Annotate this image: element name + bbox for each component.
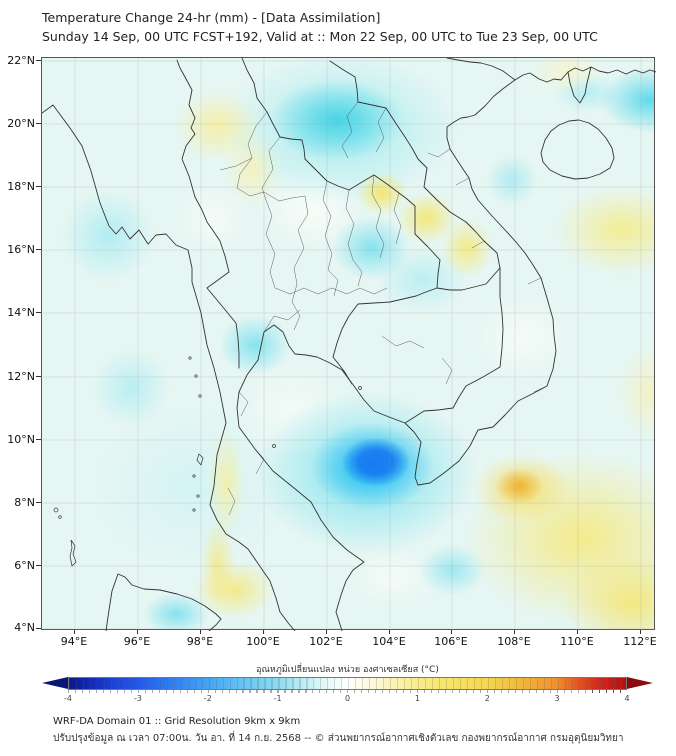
- colorbar-left-arrow: [42, 677, 68, 689]
- colorbar-minor-ticks: [68, 690, 627, 693]
- colorbar-tick-label: -4: [64, 694, 72, 703]
- colorbar-tick-label: 0: [344, 694, 351, 703]
- colorbar-tick-label: -3: [133, 694, 142, 703]
- colorbar-gradient-bar: [68, 677, 627, 690]
- gridlines-group: [42, 58, 656, 631]
- x-axis-label: 110°E: [560, 635, 594, 648]
- x-axis-label: 98°E: [186, 635, 214, 648]
- x-axis-label: 106°E: [434, 635, 468, 648]
- x-axis-label: 102°E: [309, 635, 343, 648]
- x-axis-tick: [200, 630, 201, 634]
- colorbar-tick-label: 2: [484, 694, 490, 703]
- x-axis-tick: [326, 630, 327, 634]
- y-axis-tick: [36, 312, 41, 313]
- y-axis-tick: [36, 565, 41, 566]
- islands-group: [53, 356, 362, 567]
- colorbar-tick-label: -2: [203, 694, 212, 703]
- y-axis-label: 22°N: [7, 54, 35, 67]
- x-axis-tick: [263, 630, 264, 634]
- map-plot: [41, 57, 656, 631]
- x-axis-tick: [577, 630, 578, 634]
- x-axis-tick: [74, 630, 75, 634]
- y-axis-tick: [36, 439, 41, 440]
- y-axis-label: 16°N: [7, 243, 35, 256]
- y-axis-label: 18°N: [7, 180, 35, 193]
- colorbar-tick-label: -1: [273, 694, 282, 703]
- x-axis-label: 96°E: [123, 635, 151, 648]
- x-axis-tick: [451, 630, 452, 634]
- x-axis-tick: [514, 630, 515, 634]
- footer-update-info: ปรับปรุงข้อมูล ณ เวลา 07:00น. วัน อา. ที…: [53, 733, 624, 744]
- x-axis-label: 104°E: [372, 635, 406, 648]
- colorbar-tick-label: 4: [624, 694, 630, 703]
- x-axis-tick: [137, 630, 138, 634]
- y-axis-label: 12°N: [7, 370, 35, 383]
- x-axis-label: 94°E: [60, 635, 88, 648]
- page-title: Temperature Change 24-hr (mm) - [Data As…: [42, 10, 381, 25]
- y-axis-label: 20°N: [7, 117, 35, 130]
- coastline-group: [42, 58, 656, 631]
- y-axis-tick: [36, 186, 41, 187]
- y-axis-tick: [36, 502, 41, 503]
- x-axis-label: 108°E: [497, 635, 531, 648]
- y-axis-label: 10°N: [7, 433, 35, 446]
- page-subtitle: Sunday 14 Sep, 00 UTC FCST+192, Valid at…: [42, 29, 598, 44]
- colorbar-tick-label: 3: [554, 694, 560, 703]
- y-axis-label: 6°N: [14, 559, 35, 572]
- map-svg: [42, 58, 656, 631]
- y-axis-tick: [36, 376, 41, 377]
- y-axis-tick: [36, 123, 41, 124]
- y-axis-label: 14°N: [7, 306, 35, 319]
- y-axis-label: 4°N: [14, 621, 35, 634]
- x-axis-label: 100°E: [246, 635, 280, 648]
- colorbar-tick-label: 1: [414, 694, 420, 703]
- y-axis-tick: [36, 249, 41, 250]
- x-axis-tick: [640, 630, 641, 634]
- footer-domain-info: WRF-DA Domain 01 :: Grid Resolution 9km …: [53, 716, 301, 727]
- y-axis-tick: [36, 628, 41, 629]
- colorbar-label: อุณหภูมิเปลี่ยนแปลง หน่วย องศาเซลเซียส (…: [256, 665, 439, 675]
- y-axis-label: 8°N: [14, 496, 35, 509]
- y-axis-tick: [36, 60, 41, 61]
- x-axis-label: 112°E: [623, 635, 657, 648]
- colorbar-right-arrow: [627, 677, 653, 689]
- province-borders-group: [219, 101, 548, 516]
- x-axis-tick: [389, 630, 390, 634]
